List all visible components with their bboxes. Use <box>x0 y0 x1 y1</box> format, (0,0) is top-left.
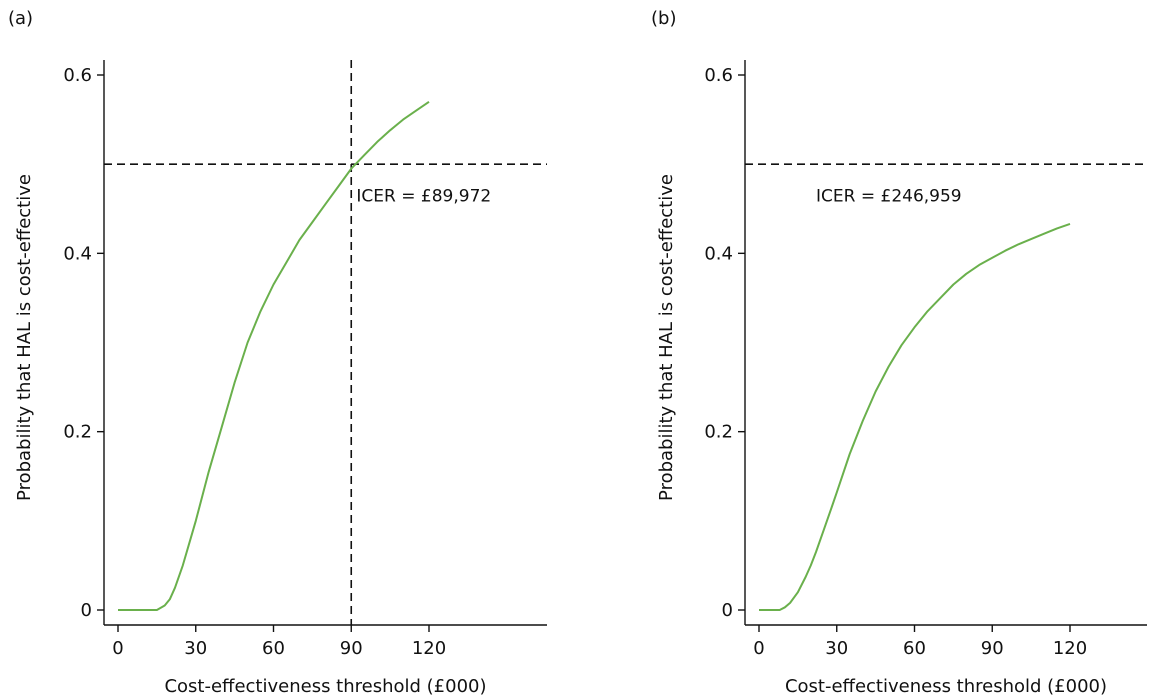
x-tick-label: 120 <box>412 638 446 659</box>
ceac-series-line <box>118 100 430 611</box>
x-tick-label: 120 <box>1053 638 1087 659</box>
panel-a: (a) 0 0.2 0.4 0.6 0 30 60 90 120 Cost-effectivenes… <box>8 8 547 697</box>
x-tick-label: 60 <box>262 638 285 659</box>
y-tick-label: 0.4 <box>63 243 92 264</box>
y-tick-label: 0 <box>81 600 92 621</box>
y-tick-label: 0.2 <box>704 422 733 443</box>
x-tick-label: 90 <box>340 638 363 659</box>
x-tick-label: 0 <box>112 638 123 659</box>
y-axis-title: Probability that HAL is cost-effective <box>14 174 35 501</box>
x-tick-label: 30 <box>825 638 848 659</box>
x-tick-label: 30 <box>184 638 207 659</box>
y-tick-label: 0 <box>722 600 733 621</box>
panel-label: (a) <box>8 8 33 29</box>
ceac-series-line <box>759 222 1071 611</box>
x-tick-label: 60 <box>903 638 926 659</box>
y-tick-label: 0.2 <box>63 422 92 443</box>
y-tick-label: 0.6 <box>63 65 92 86</box>
icer-annotation: ICER = £246,959 <box>816 186 962 206</box>
x-tick-label: 90 <box>981 638 1004 659</box>
panel-label: (b) <box>651 8 676 29</box>
panel-b: (b) 0 0.2 0.4 0.6 0 30 60 90 120 Cost-effectivenes… <box>651 8 1147 697</box>
y-tick-label: 0.6 <box>704 65 733 86</box>
x-axis-title: Cost-effectiveness threshold (£000) <box>164 676 486 697</box>
x-axis-title: Cost-effectiveness threshold (£000) <box>785 676 1107 697</box>
icer-annotation: ICER = £89,972 <box>356 186 491 206</box>
y-axis-title: Probability that HAL is cost-effective <box>656 174 677 501</box>
x-tick-label: 0 <box>753 638 764 659</box>
y-tick-label: 0.4 <box>704 243 733 264</box>
